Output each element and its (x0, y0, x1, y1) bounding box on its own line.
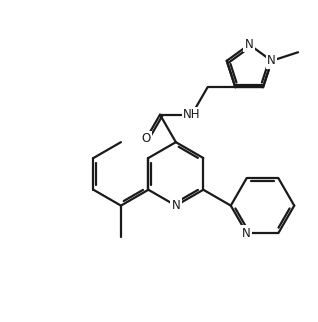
Text: NH: NH (183, 108, 200, 121)
Text: N: N (267, 54, 276, 67)
Text: N: N (242, 227, 251, 240)
Text: O: O (142, 132, 151, 145)
Text: N: N (245, 38, 253, 51)
Text: N: N (171, 199, 180, 212)
